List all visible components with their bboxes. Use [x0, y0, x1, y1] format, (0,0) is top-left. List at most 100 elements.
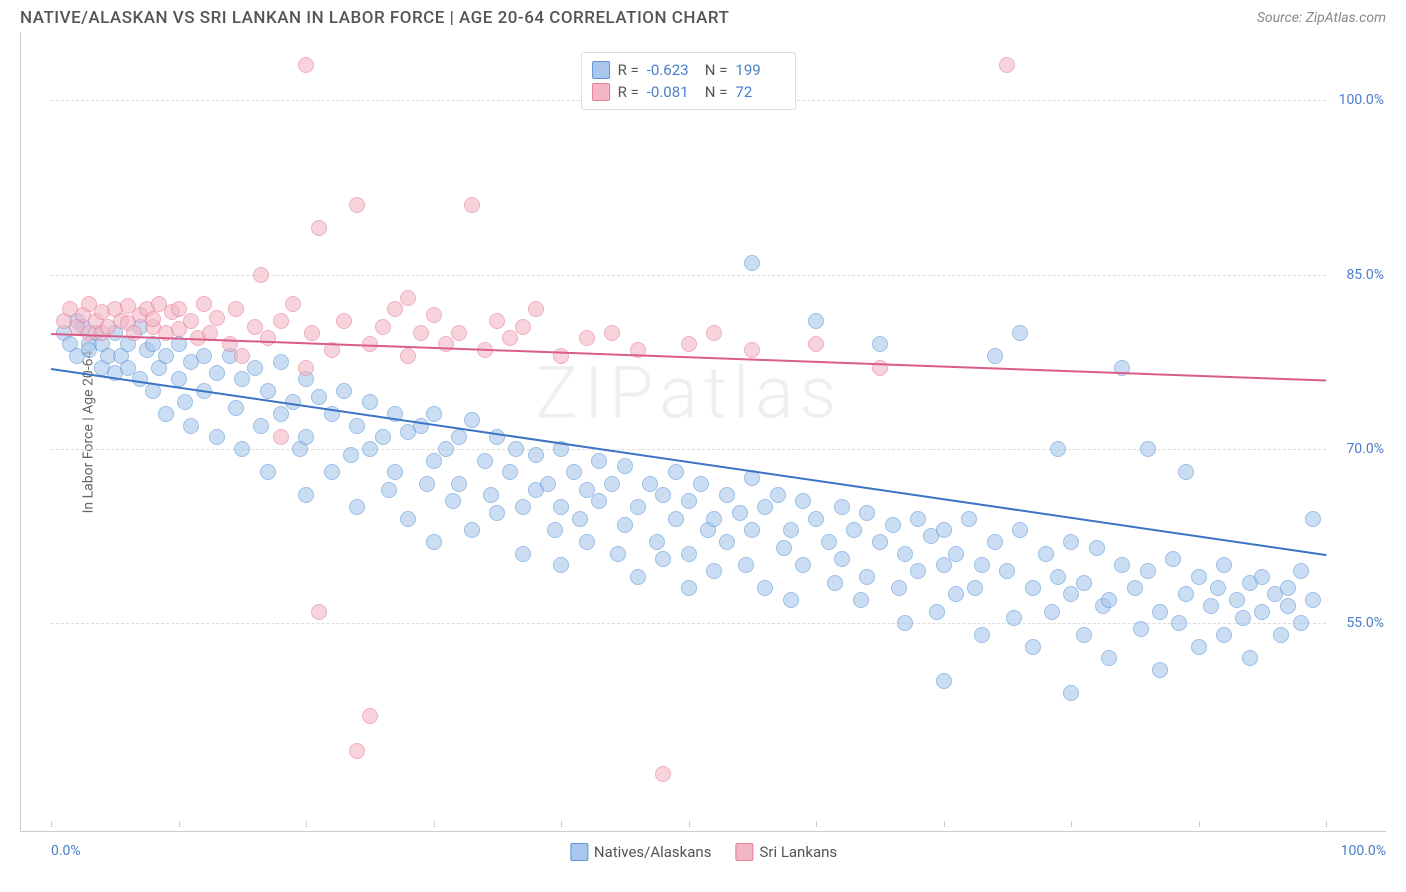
data-point	[234, 441, 250, 457]
data-point	[400, 290, 416, 306]
data-point	[528, 301, 544, 317]
data-point	[336, 313, 352, 329]
data-point	[1216, 557, 1232, 573]
data-point	[387, 301, 403, 317]
legend-swatch	[570, 843, 588, 861]
data-point	[591, 493, 607, 509]
data-point	[349, 418, 365, 434]
data-point	[324, 464, 340, 480]
stats-row: R =-0.081N =72	[592, 81, 786, 103]
data-point	[553, 499, 569, 515]
x-tick	[306, 821, 307, 827]
data-point	[617, 517, 633, 533]
data-point	[706, 325, 722, 341]
x-tick	[944, 821, 945, 827]
data-point	[209, 365, 225, 381]
data-point	[1063, 534, 1079, 550]
data-point	[1165, 551, 1181, 567]
data-point	[438, 336, 454, 352]
data-point	[489, 313, 505, 329]
data-point	[1273, 627, 1289, 643]
data-point	[177, 394, 193, 410]
data-point	[1280, 598, 1296, 614]
data-point	[999, 563, 1015, 579]
y-tick-label: 85.0%	[1346, 267, 1384, 283]
chart-area: In Labor Force | Age 20-64 ZIPatlas R =-…	[20, 32, 1386, 832]
data-point	[234, 371, 250, 387]
x-tick-label-max: 100.0%	[1341, 843, 1386, 859]
data-point	[1210, 580, 1226, 596]
data-point	[744, 342, 760, 358]
y-tick-label: 55.0%	[1346, 615, 1384, 631]
data-point	[311, 220, 327, 236]
data-point	[1089, 540, 1105, 556]
data-point	[489, 505, 505, 521]
data-point	[872, 360, 888, 376]
data-point	[349, 197, 365, 213]
data-point	[1216, 627, 1232, 643]
data-point	[655, 487, 671, 503]
stats-legend-box: R =-0.623N =199R =-0.081N =72	[581, 52, 797, 110]
data-point	[553, 348, 569, 364]
data-point	[1127, 580, 1143, 596]
data-point	[668, 511, 684, 527]
data-point	[273, 406, 289, 422]
data-point	[681, 546, 697, 562]
stat-r-label: R =	[618, 83, 639, 101]
x-tick	[1071, 821, 1072, 827]
data-point	[362, 441, 378, 457]
data-point	[528, 447, 544, 463]
legend-item: Sri Lankans	[735, 843, 837, 861]
data-point	[929, 604, 945, 620]
data-point	[1140, 441, 1156, 457]
data-point	[1006, 610, 1022, 626]
stat-r-label: R =	[618, 61, 639, 79]
x-tick	[816, 821, 817, 827]
data-point	[795, 493, 811, 509]
data-point	[1114, 557, 1130, 573]
data-point	[897, 546, 913, 562]
data-point	[668, 464, 684, 480]
data-point	[451, 325, 467, 341]
data-point	[974, 627, 990, 643]
data-point	[253, 267, 269, 283]
legend-label: Sri Lankans	[759, 843, 837, 861]
data-point	[304, 325, 320, 341]
data-point	[776, 540, 792, 556]
data-point	[706, 511, 722, 527]
data-point	[158, 348, 174, 364]
data-point	[610, 546, 626, 562]
data-point	[451, 429, 467, 445]
data-point	[247, 360, 263, 376]
data-point	[464, 412, 480, 428]
data-point	[445, 493, 461, 509]
data-point	[1076, 575, 1092, 591]
data-point	[1050, 569, 1066, 585]
data-point	[183, 418, 199, 434]
data-point	[948, 586, 964, 602]
data-point	[438, 441, 454, 457]
data-point	[413, 325, 429, 341]
data-point	[1050, 441, 1066, 457]
data-point	[1101, 650, 1117, 666]
data-point	[936, 557, 952, 573]
data-point	[375, 319, 391, 335]
data-point	[464, 522, 480, 538]
x-tick	[561, 821, 562, 827]
data-point	[228, 301, 244, 317]
data-point	[783, 592, 799, 608]
data-point	[783, 522, 799, 538]
data-point	[1152, 662, 1168, 678]
data-point	[1101, 592, 1117, 608]
data-point	[827, 575, 843, 591]
x-tick	[689, 821, 690, 827]
bottom-legend: Natives/AlaskansSri Lankans	[570, 843, 837, 861]
data-point	[1242, 650, 1258, 666]
data-point	[770, 487, 786, 503]
data-point	[681, 580, 697, 596]
data-point	[936, 522, 952, 538]
data-point	[974, 557, 990, 573]
plot-region: ZIPatlas R =-0.623N =199R =-0.081N =72 5…	[51, 42, 1326, 821]
data-point	[719, 534, 735, 550]
data-point	[604, 325, 620, 341]
